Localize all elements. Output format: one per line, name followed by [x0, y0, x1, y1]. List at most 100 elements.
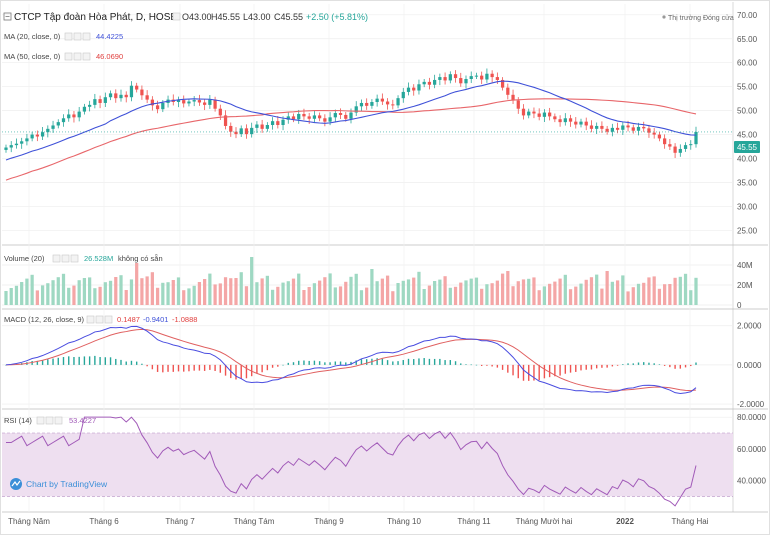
candle-body[interactable]: [359, 102, 364, 107]
candle-body[interactable]: [615, 127, 620, 130]
candle-body[interactable]: [422, 81, 426, 85]
candle-body[interactable]: [182, 100, 186, 104]
macd-legend[interactable]: MACD (12, 26, close, 9) 0.1487 -0.9401 -…: [4, 315, 197, 324]
candle-body[interactable]: [129, 85, 134, 98]
macd-close-icon[interactable]: [104, 315, 113, 324]
candle-body[interactable]: [453, 74, 458, 79]
candle-body[interactable]: [338, 113, 343, 115]
candle-body[interactable]: [689, 144, 693, 146]
rsi-legend[interactable]: RSI (14) 53.4227: [4, 416, 96, 425]
candle-body[interactable]: [276, 121, 280, 125]
candle-body[interactable]: [46, 128, 50, 133]
candle-body[interactable]: [532, 111, 536, 114]
candle-body[interactable]: [234, 131, 238, 135]
candle-body[interactable]: [187, 101, 191, 104]
rsi-settings-icon[interactable]: [45, 416, 54, 425]
ma50-legend[interactable]: MA (50, close, 0) 46.0690: [4, 52, 123, 61]
candle-body[interactable]: [485, 73, 489, 80]
candle-body[interactable]: [521, 108, 526, 116]
rsi-close-icon[interactable]: [54, 416, 63, 425]
candle-body[interactable]: [124, 94, 128, 98]
candle-body[interactable]: [302, 113, 306, 117]
candle-body[interactable]: [417, 84, 421, 91]
candle-body[interactable]: [114, 93, 118, 99]
candle-body[interactable]: [636, 126, 641, 131]
candle-body[interactable]: [244, 128, 249, 135]
rsi-eye-icon[interactable]: [36, 416, 45, 425]
candle-body[interactable]: [30, 134, 34, 139]
eye-icon[interactable]: [172, 12, 181, 21]
candle-body[interactable]: [286, 116, 290, 120]
candle-body[interactable]: [93, 99, 97, 105]
candle-body[interactable]: [480, 75, 484, 80]
candle-body[interactable]: [537, 113, 541, 117]
candle-body[interactable]: [548, 112, 552, 117]
candle-body[interactable]: [103, 97, 107, 103]
candle-body[interactable]: [260, 124, 264, 129]
candle-body[interactable]: [511, 94, 515, 101]
candle-body[interactable]: [56, 122, 60, 126]
macd-settings-icon[interactable]: [95, 315, 104, 324]
candle-body[interactable]: [265, 125, 269, 129]
candle-body[interactable]: [333, 113, 337, 118]
candle-body[interactable]: [150, 99, 154, 106]
candle-body[interactable]: [527, 111, 531, 116]
collapse-icon[interactable]: [3, 12, 12, 21]
candle-body[interactable]: [558, 119, 562, 123]
candle-body[interactable]: [35, 134, 39, 137]
candle-body[interactable]: [135, 85, 139, 90]
candle-body[interactable]: [239, 128, 243, 135]
candle-body[interactable]: [370, 102, 374, 106]
candle-body[interactable]: [553, 116, 557, 120]
candle-body[interactable]: [626, 125, 630, 128]
volume-legend[interactable]: Volume (20) 26.528M không có sẵn: [4, 254, 163, 263]
candle-body[interactable]: [9, 145, 13, 148]
candle-body[interactable]: [20, 141, 24, 144]
candle-body[interactable]: [40, 132, 45, 137]
candle-body[interactable]: [657, 134, 662, 139]
candles[interactable]: [4, 68, 698, 158]
volume-eye-icon[interactable]: [52, 254, 61, 263]
candle-body[interactable]: [568, 118, 573, 122]
candle-body[interactable]: [647, 128, 651, 133]
candle-body[interactable]: [579, 121, 583, 125]
candle-body[interactable]: [197, 100, 202, 103]
volume-close-icon[interactable]: [70, 254, 79, 263]
candle-body[interactable]: [401, 91, 405, 99]
candle-body[interactable]: [208, 99, 212, 105]
macd-eye-icon[interactable]: [86, 315, 95, 324]
candle-body[interactable]: [574, 121, 578, 125]
candle-body[interactable]: [495, 77, 499, 80]
candle-body[interactable]: [506, 87, 510, 95]
candle-body[interactable]: [155, 105, 160, 110]
candle-body[interactable]: [270, 121, 275, 125]
candle-body[interactable]: [610, 127, 614, 132]
ma50-close-icon[interactable]: [82, 52, 91, 61]
candle-body[interactable]: [77, 111, 81, 118]
candle-body[interactable]: [683, 145, 688, 149]
candle-body[interactable]: [192, 100, 196, 102]
candle-body[interactable]: [490, 73, 494, 78]
candle-body[interactable]: [500, 79, 505, 88]
candle-body[interactable]: [391, 104, 395, 106]
candle-body[interactable]: [631, 127, 635, 131]
candle-body[interactable]: [652, 132, 656, 135]
candle-body[interactable]: [584, 121, 588, 126]
candle-body[interactable]: [318, 115, 322, 119]
candle-body[interactable]: [323, 118, 327, 122]
ma20-settings-icon[interactable]: [73, 32, 82, 41]
candle-body[interactable]: [673, 146, 677, 153]
candle-body[interactable]: [14, 143, 19, 146]
candle-body[interactable]: [459, 78, 463, 84]
candle-body[interactable]: [297, 113, 301, 120]
candle-body[interactable]: [474, 75, 479, 77]
candle-body[interactable]: [72, 114, 76, 118]
ma50-eye-icon[interactable]: [64, 52, 73, 61]
candle-body[interactable]: [516, 100, 520, 109]
candle-body[interactable]: [145, 95, 149, 100]
candle-body[interactable]: [349, 112, 353, 119]
candle-body[interactable]: [464, 79, 468, 84]
candle-body[interactable]: [140, 89, 144, 96]
candle-body[interactable]: [229, 125, 233, 132]
candle-body[interactable]: [433, 79, 437, 85]
